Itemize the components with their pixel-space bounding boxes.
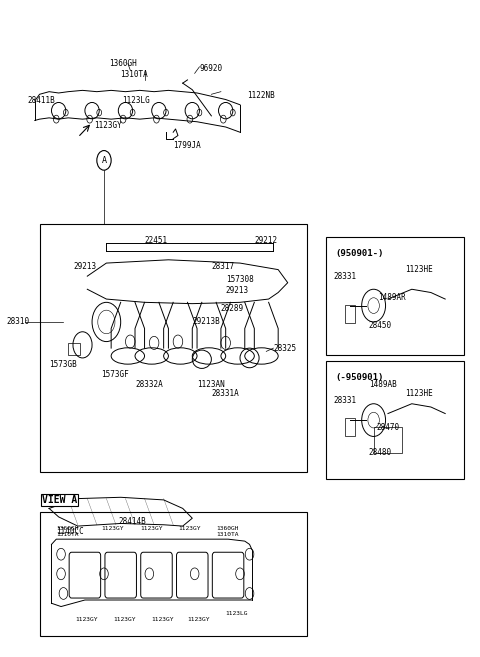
- Text: 28310: 28310: [6, 317, 29, 327]
- Text: (-950901): (-950901): [336, 373, 384, 382]
- Text: 29213: 29213: [73, 262, 96, 271]
- Text: 28317: 28317: [211, 262, 235, 271]
- Text: 1123LG: 1123LG: [226, 610, 248, 616]
- Text: 28450: 28450: [369, 321, 392, 330]
- Text: 22451: 22451: [144, 236, 168, 244]
- Text: 1123HE: 1123HE: [405, 390, 432, 398]
- Text: 28325: 28325: [274, 344, 297, 353]
- Text: 1799JA: 1799JA: [173, 141, 201, 150]
- Text: 29213: 29213: [226, 286, 249, 295]
- Text: 1123GY: 1123GY: [188, 617, 210, 622]
- Text: 1123GY: 1123GY: [114, 617, 136, 622]
- Text: 28411B: 28411B: [28, 97, 55, 105]
- Text: 1123GY: 1123GY: [75, 617, 98, 622]
- Text: 1123GY: 1123GY: [95, 121, 122, 130]
- Bar: [345, 418, 356, 436]
- Text: 1489AB: 1489AB: [369, 380, 396, 388]
- Text: 28331: 28331: [333, 271, 356, 281]
- Text: 28331: 28331: [333, 396, 356, 405]
- Bar: [345, 305, 356, 323]
- Text: A: A: [101, 156, 107, 165]
- Text: 1310TA: 1310TA: [56, 532, 79, 537]
- Text: 28480: 28480: [369, 448, 392, 457]
- Text: 1310TA: 1310TA: [120, 70, 147, 79]
- Text: 1123AN: 1123AN: [197, 380, 225, 388]
- Text: 1123GY: 1123GY: [140, 526, 162, 531]
- Text: 28470: 28470: [376, 424, 399, 432]
- Text: 1360GH: 1360GH: [109, 59, 136, 68]
- Text: 28414B: 28414B: [118, 517, 146, 526]
- Text: VIEW A: VIEW A: [42, 495, 77, 505]
- Bar: [68, 343, 80, 355]
- Text: 28332A: 28332A: [135, 380, 163, 388]
- Text: 1573GB: 1573GB: [49, 360, 77, 369]
- Text: 1489AR: 1489AR: [378, 292, 406, 302]
- Text: 1140CC: 1140CC: [56, 527, 84, 536]
- Text: 1573GF: 1573GF: [102, 370, 129, 379]
- Text: (950901-): (950901-): [336, 249, 384, 258]
- Text: 28331A: 28331A: [211, 390, 239, 398]
- Bar: [326, 361, 464, 479]
- Text: 1310TA: 1310TA: [216, 532, 239, 537]
- Text: 1360GH: 1360GH: [56, 526, 79, 531]
- Text: 29213B: 29213B: [192, 317, 220, 327]
- Text: 1123HE: 1123HE: [405, 265, 432, 274]
- Text: 28289: 28289: [221, 304, 244, 313]
- Text: 1122NB: 1122NB: [247, 91, 275, 100]
- Bar: [39, 224, 307, 472]
- Text: 1123GY: 1123GY: [102, 526, 124, 531]
- Text: 1123GY: 1123GY: [152, 617, 174, 622]
- Text: 1360GH: 1360GH: [216, 526, 239, 531]
- Bar: [39, 512, 307, 636]
- Text: 1123GY: 1123GY: [178, 526, 201, 531]
- Bar: [373, 426, 402, 453]
- Bar: [326, 237, 464, 355]
- Text: 157308: 157308: [226, 275, 253, 284]
- Text: 29212: 29212: [254, 236, 277, 244]
- Text: 96920: 96920: [199, 64, 223, 73]
- Text: 1123LG: 1123LG: [122, 97, 150, 105]
